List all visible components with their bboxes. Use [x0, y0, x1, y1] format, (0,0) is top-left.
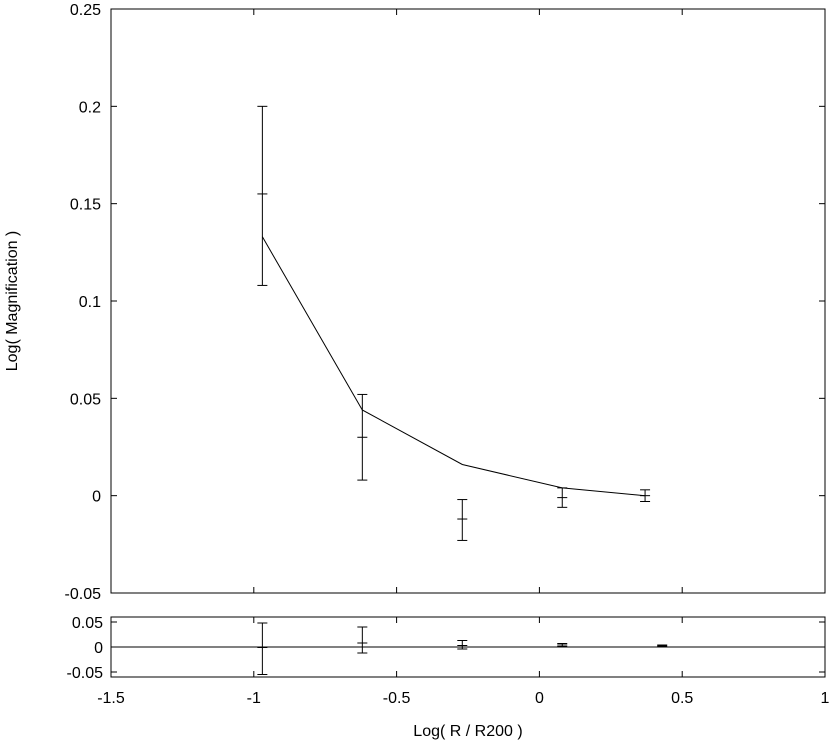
y-tick-label: 0.1: [79, 294, 101, 311]
top-y-axis-label: Log( Magnification ): [4, 231, 21, 372]
y-tick-label: 0.15: [70, 197, 101, 214]
bottom-series: [257, 622, 668, 675]
x-axis-label: Log( R / R200 ): [413, 723, 522, 740]
x-tick-label: 0.5: [671, 690, 693, 707]
top-y-axis: -0.05 0 0.05 0.1 0.15 0.2 0.25: [65, 2, 825, 603]
error-bar: [257, 622, 268, 675]
y-tick-label: -0.05: [65, 586, 102, 603]
x-tick-label: 0: [535, 690, 544, 707]
y-tick-label: -0.05: [67, 665, 104, 682]
error-bar: [257, 105, 268, 286]
top-plot-frame: [110, 8, 826, 594]
error-bar: [357, 626, 368, 654]
error-bar: [457, 640, 468, 650]
y-tick-label: 0.05: [72, 615, 103, 632]
top-panel: -0.05 0 0.05 0.1 0.15 0.2 0.25 Log( Magnificat…: [4, 2, 826, 603]
error-bar: [357, 393, 368, 481]
top-series: [257, 105, 651, 541]
y-tick-label: 0.25: [70, 2, 101, 19]
x-tick-label: -1: [247, 690, 261, 707]
y-tick-label: 0: [94, 640, 103, 657]
error-bar: [557, 643, 568, 647]
x-tick-label: -1.5: [97, 690, 125, 707]
error-bar: [457, 499, 468, 541]
x-tick-label: -0.5: [383, 690, 411, 707]
model-line: [261, 236, 646, 497]
x-tick-label: 1: [821, 690, 830, 707]
bottom-x-axis: -1.5 -1 -0.5 0 0.5 1: [97, 617, 830, 707]
error-bar: [657, 644, 668, 648]
y-tick-label: 0.2: [79, 99, 101, 116]
error-bar: [557, 487, 568, 508]
y-tick-label: 0.05: [70, 391, 101, 408]
bottom-panel: -0.05 0 0.05 -1.5 -1 -0.5 0 0.5 1 Log( R / R200…: [67, 615, 830, 740]
y-tick-label: 0: [92, 489, 101, 506]
top-x-ticks: [110, 9, 826, 593]
bottom-y-axis: -0.05 0 0.05: [67, 615, 825, 682]
